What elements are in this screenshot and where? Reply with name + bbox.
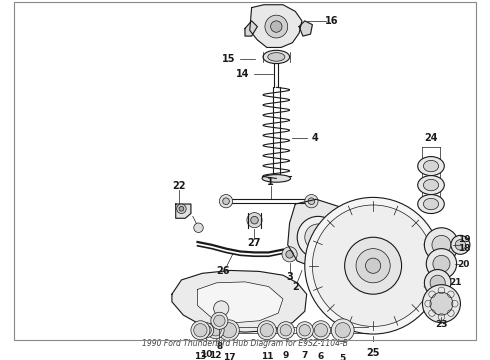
Circle shape <box>214 315 225 327</box>
Ellipse shape <box>417 194 444 213</box>
Ellipse shape <box>417 176 444 194</box>
Circle shape <box>286 251 294 258</box>
Text: 26: 26 <box>217 266 230 276</box>
Text: 13: 13 <box>194 352 207 360</box>
Polygon shape <box>197 282 283 323</box>
Circle shape <box>260 324 273 337</box>
Circle shape <box>247 212 262 228</box>
Text: 27: 27 <box>248 238 261 248</box>
Ellipse shape <box>417 157 444 176</box>
Circle shape <box>201 325 211 336</box>
Ellipse shape <box>263 50 290 64</box>
Circle shape <box>305 197 441 334</box>
Circle shape <box>194 223 203 233</box>
Circle shape <box>210 325 221 336</box>
Text: 10: 10 <box>200 350 212 359</box>
Text: 7: 7 <box>302 351 308 360</box>
Circle shape <box>424 270 451 296</box>
Circle shape <box>220 194 233 208</box>
Circle shape <box>296 322 313 339</box>
Circle shape <box>251 216 258 224</box>
Text: 11: 11 <box>261 352 273 360</box>
Circle shape <box>221 323 237 338</box>
Circle shape <box>314 324 327 337</box>
Text: 20: 20 <box>457 260 469 269</box>
Text: 2: 2 <box>292 282 299 292</box>
Circle shape <box>297 216 339 258</box>
Text: 9: 9 <box>283 351 289 360</box>
Text: 16: 16 <box>324 16 338 26</box>
Polygon shape <box>250 5 302 48</box>
Circle shape <box>305 224 331 251</box>
Text: 5: 5 <box>340 354 346 360</box>
Circle shape <box>282 247 297 262</box>
Circle shape <box>270 21 282 32</box>
Circle shape <box>257 321 276 340</box>
Ellipse shape <box>268 53 285 61</box>
Circle shape <box>331 319 354 342</box>
Polygon shape <box>172 270 307 332</box>
Circle shape <box>299 325 311 336</box>
Text: 18: 18 <box>458 244 470 253</box>
Text: 12: 12 <box>209 351 222 360</box>
Circle shape <box>335 323 350 338</box>
Circle shape <box>313 205 434 327</box>
Circle shape <box>455 240 466 250</box>
Circle shape <box>222 198 229 204</box>
Text: 14: 14 <box>236 69 250 79</box>
Text: 4: 4 <box>312 132 318 143</box>
Circle shape <box>211 312 228 329</box>
Circle shape <box>422 285 461 323</box>
Circle shape <box>430 275 445 291</box>
Ellipse shape <box>423 179 439 191</box>
Circle shape <box>177 204 186 213</box>
Text: 3: 3 <box>286 272 293 282</box>
Polygon shape <box>299 21 313 36</box>
Text: 8: 8 <box>216 342 222 351</box>
Circle shape <box>451 235 470 254</box>
Circle shape <box>179 206 184 211</box>
Circle shape <box>280 325 292 336</box>
Text: 1990 Ford Thunderbird Hub Diagram for E9SZ-1104-B: 1990 Ford Thunderbird Hub Diagram for E9… <box>142 339 348 348</box>
Circle shape <box>198 323 214 338</box>
Circle shape <box>366 258 381 273</box>
Circle shape <box>308 198 315 204</box>
Text: 25: 25 <box>367 348 380 358</box>
Text: 23: 23 <box>435 320 448 329</box>
Circle shape <box>344 237 402 294</box>
Circle shape <box>265 15 288 38</box>
Text: 24: 24 <box>424 132 438 143</box>
Circle shape <box>424 228 459 262</box>
Text: 6: 6 <box>318 352 324 360</box>
Circle shape <box>430 292 453 315</box>
Text: 17: 17 <box>222 353 235 360</box>
Circle shape <box>312 321 330 340</box>
Circle shape <box>214 301 229 316</box>
Circle shape <box>432 235 451 254</box>
Polygon shape <box>176 204 191 218</box>
Text: 22: 22 <box>172 181 185 191</box>
Text: 1: 1 <box>267 177 274 187</box>
Polygon shape <box>288 199 352 267</box>
Circle shape <box>194 324 207 337</box>
Ellipse shape <box>423 161 439 172</box>
Text: 21: 21 <box>449 278 462 287</box>
Polygon shape <box>245 21 257 36</box>
Circle shape <box>426 249 457 279</box>
Text: 19: 19 <box>458 235 470 244</box>
Circle shape <box>277 322 294 339</box>
Circle shape <box>191 321 210 340</box>
Circle shape <box>356 249 390 283</box>
Circle shape <box>219 320 239 341</box>
Text: 15: 15 <box>222 54 236 64</box>
Ellipse shape <box>423 198 439 210</box>
Circle shape <box>305 194 318 208</box>
Ellipse shape <box>262 175 291 182</box>
Circle shape <box>433 255 450 273</box>
Circle shape <box>207 322 224 339</box>
